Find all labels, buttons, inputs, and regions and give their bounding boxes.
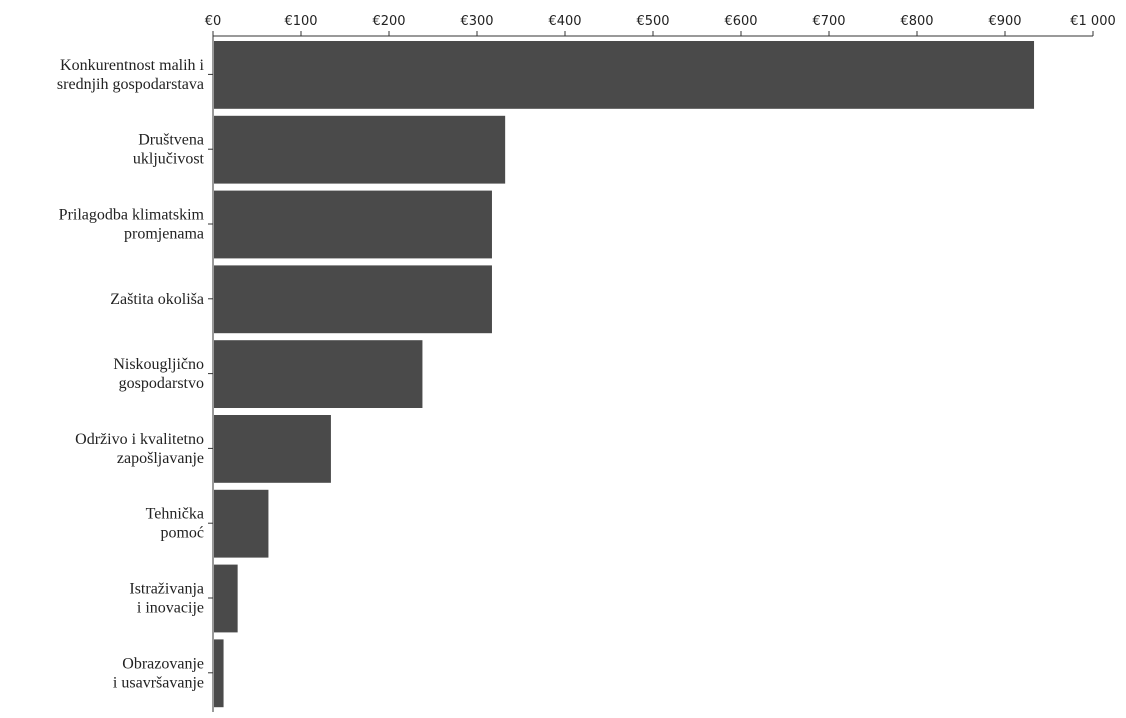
category-labels: Konkurentnost malih i srednjih gospodarst…	[57, 57, 213, 691]
bar	[214, 41, 1035, 109]
category-label-line: uključivost	[133, 151, 205, 168]
category-label-line: Tehnička	[146, 506, 204, 523]
bar	[214, 265, 492, 334]
category-label-line: Istraživanja	[129, 581, 204, 598]
bar	[214, 190, 492, 259]
category-label: Konkurentnost malih i srednjih gospodarst…	[57, 57, 205, 93]
category-label-line: Prilagodba klimatskim	[59, 207, 205, 224]
bar	[214, 340, 423, 408]
x-tick-label: €200	[372, 14, 405, 29]
category-label-line: Zaštita okoliša	[110, 291, 204, 308]
category-label-line: Niskougljično	[113, 356, 204, 373]
category-label: Zaštita okoliša	[110, 291, 204, 308]
x-tick-label: €1 000	[1070, 14, 1116, 29]
x-tick-label: €400	[548, 14, 581, 29]
bar	[214, 115, 506, 184]
x-tick-label: €600	[724, 14, 757, 29]
x-tick-label: €900	[988, 14, 1021, 29]
x-tick-label: €700	[812, 14, 845, 29]
bar	[214, 639, 224, 708]
category-label: Tehnička pomoć	[146, 506, 204, 542]
category-label: Održivo i kvalitetno zapošljavanje	[75, 431, 204, 467]
category-label-line: Konkurentnost malih i	[60, 57, 205, 74]
category-label-line: Društvena	[138, 132, 204, 149]
bar	[214, 489, 269, 558]
x-tick-label: €300	[460, 14, 493, 29]
category-label-line: gospodarstvo	[119, 375, 204, 392]
category-label: Niskougljično gospodarstvo	[113, 356, 204, 392]
bar	[214, 564, 238, 633]
category-label-line: Održivo i kvalitetno	[75, 431, 204, 448]
x-tick-label: €800	[900, 14, 933, 29]
category-label: Obrazovanje i usavršavanje	[113, 655, 204, 691]
category-label-line: Obrazovanje	[122, 655, 204, 672]
category-label-line: zapošljavanje	[117, 450, 204, 467]
category-label: Istraživanja i inovacije	[129, 581, 204, 617]
category-label-line: promjenama	[124, 226, 204, 243]
category-label-line: i usavršavanje	[113, 674, 204, 691]
bar	[214, 415, 331, 483]
x-tick-label: €100	[284, 14, 317, 29]
x-tick-label: €0	[205, 14, 222, 29]
category-label-line: i inovacije	[137, 600, 204, 617]
bars	[214, 41, 1035, 708]
category-label-line: pomoć	[160, 525, 204, 542]
x-tick-label: €500	[636, 14, 669, 29]
category-label: Društvena uključivost	[133, 132, 205, 168]
x-axis: €0 €100 €200 €300 €400 €500 €600 €700 €800 €900 €1…	[205, 14, 1116, 712]
category-label: Prilagodba klimatskim promjenama	[59, 207, 205, 243]
category-label-line: srednjih gospodarstava	[57, 76, 204, 93]
